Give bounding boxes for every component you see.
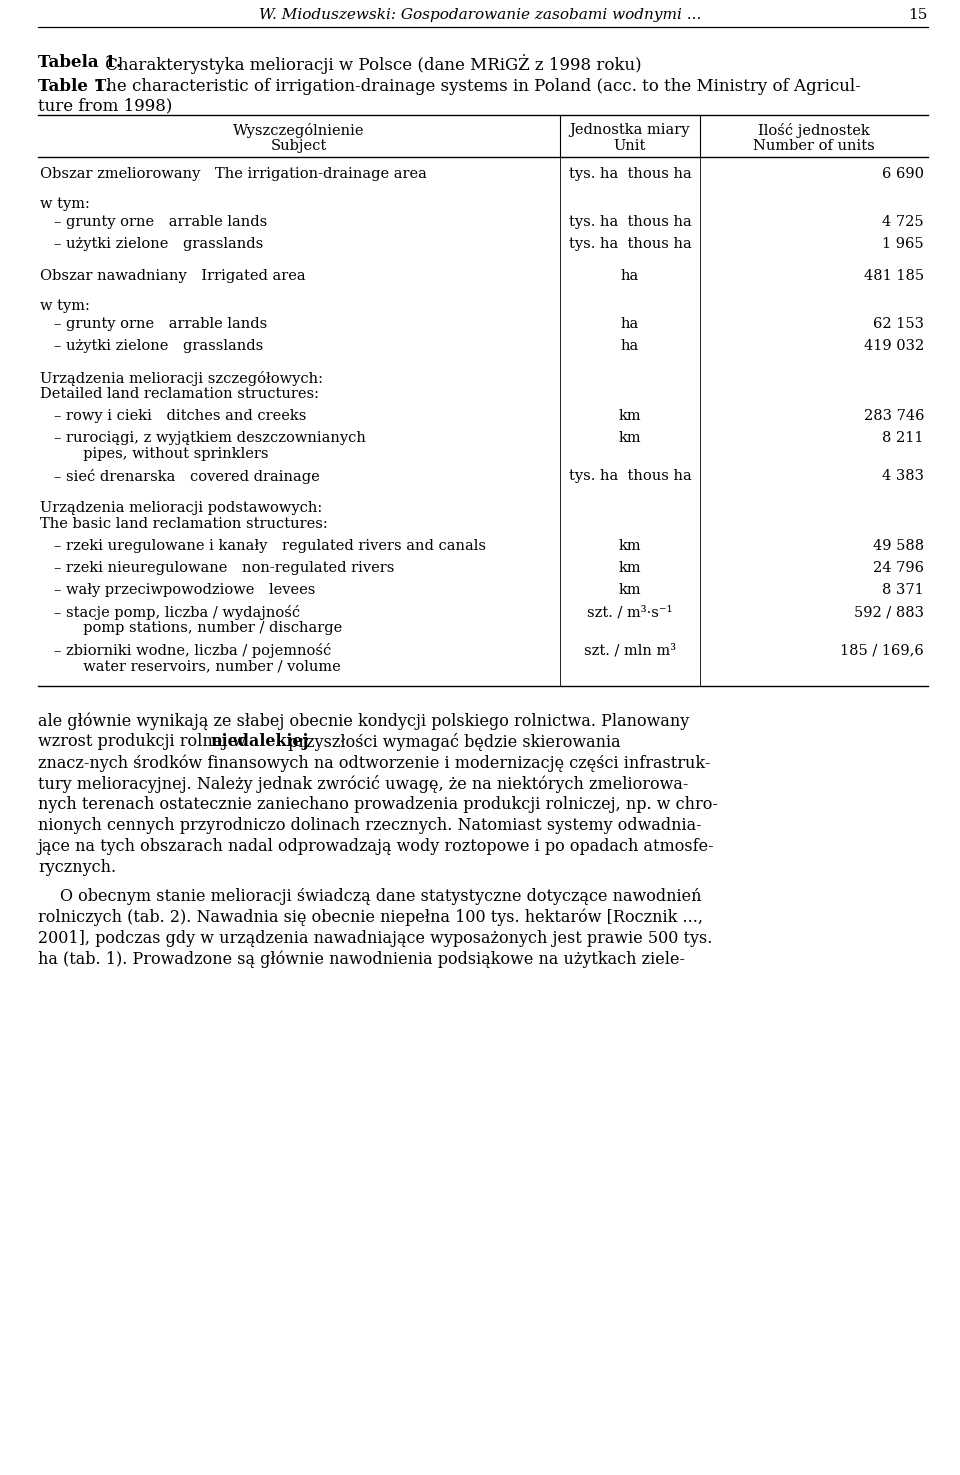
Text: Tabela 1.: Tabela 1. xyxy=(38,55,122,71)
Text: tys. ha  thous ha: tys. ha thous ha xyxy=(568,469,691,482)
Text: 6 690: 6 690 xyxy=(882,167,924,181)
Text: rycznych.: rycznych. xyxy=(38,858,116,876)
Text: 185 / 169,6: 185 / 169,6 xyxy=(840,643,924,656)
Text: ture from 1998): ture from 1998) xyxy=(38,97,173,114)
Text: rolniczych (tab. 2). Nawadnia się obecnie niepełna 100 tys. hektarów [Rocznik ..: rolniczych (tab. 2). Nawadnia się obecni… xyxy=(38,909,703,926)
Text: – użytki zielone grasslands: – użytki zielone grasslands xyxy=(54,339,263,353)
Text: The basic land reclamation structures:: The basic land reclamation structures: xyxy=(40,518,327,531)
Text: szt. / mln m³: szt. / mln m³ xyxy=(584,643,676,656)
Text: ha: ha xyxy=(621,339,639,353)
Text: wzrost produkcji rolnej w: wzrost produkcji rolnej w xyxy=(38,733,252,749)
Text: szt. / m³·s⁻¹: szt. / m³·s⁻¹ xyxy=(588,605,673,620)
Text: – użytki zielone grasslands: – użytki zielone grasslands xyxy=(54,237,263,251)
Text: tys. ha  thous ha: tys. ha thous ha xyxy=(568,237,691,251)
Text: 15: 15 xyxy=(908,7,928,22)
Text: przyszłości wymagać będzie skierowania: przyszłości wymagać będzie skierowania xyxy=(283,733,620,751)
Text: 481 185: 481 185 xyxy=(864,268,924,283)
Text: nych terenach ostatecznie zaniechano prowadzenia produkcji rolniczej, np. w chro: nych terenach ostatecznie zaniechano pro… xyxy=(38,796,718,813)
Text: ha (tab. 1). Prowadzone są głównie nawodnienia podsiąkowe na użytkach ziele-: ha (tab. 1). Prowadzone są głównie nawod… xyxy=(38,951,685,969)
Text: O obecnym stanie melioracji świadczą dane statystyczne dotyczące nawodnień: O obecnym stanie melioracji świadczą dan… xyxy=(60,888,702,906)
Text: 419 032: 419 032 xyxy=(864,339,924,353)
Text: – rowy i cieki ditches and creeks: – rowy i cieki ditches and creeks xyxy=(54,409,306,423)
Text: pomp stations, number / discharge: pomp stations, number / discharge xyxy=(74,621,343,636)
Text: Unit: Unit xyxy=(613,139,646,153)
Text: ha: ha xyxy=(621,317,639,330)
Text: – grunty orne arrable lands: – grunty orne arrable lands xyxy=(54,317,267,330)
Text: ale głównie wynikają ze słabej obecnie kondycji polskiego rolnictwa. Planowany: ale głównie wynikają ze słabej obecnie k… xyxy=(38,712,689,730)
Text: W. Mioduszewski: Gospodarowanie zasobami wodnymi ...: W. Mioduszewski: Gospodarowanie zasobami… xyxy=(259,7,701,22)
Text: km: km xyxy=(618,409,641,423)
Text: – zbiorniki wodne, liczba / pojemność: – zbiorniki wodne, liczba / pojemność xyxy=(54,643,331,658)
Text: tys. ha  thous ha: tys. ha thous ha xyxy=(568,167,691,181)
Text: Subject: Subject xyxy=(271,139,327,153)
Text: – rzeki nieuregulowane non-regulated rivers: – rzeki nieuregulowane non-regulated riv… xyxy=(54,560,395,575)
Text: pipes, without sprinklers: pipes, without sprinklers xyxy=(74,447,269,462)
Text: Urządzenia melioracji podstawowych:: Urządzenia melioracji podstawowych: xyxy=(40,502,323,515)
Text: Charakterystyka melioracji w Polsce (dane MRiGŻ z 1998 roku): Charakterystyka melioracji w Polsce (dan… xyxy=(100,55,641,74)
Text: 24 796: 24 796 xyxy=(873,560,924,575)
Text: niedalekiej: niedalekiej xyxy=(210,733,308,749)
Text: tys. ha  thous ha: tys. ha thous ha xyxy=(568,215,691,229)
Text: tury melioracyjnej. Należy jednak zwrócić uwagę, że na niektórych zmeliorowa-: tury melioracyjnej. Należy jednak zwróci… xyxy=(38,774,688,794)
Text: ha: ha xyxy=(621,268,639,283)
Text: – sieć drenarska covered drainage: – sieć drenarska covered drainage xyxy=(54,469,320,484)
Text: – stacje pomp, liczba / wydajność: – stacje pomp, liczba / wydajność xyxy=(54,605,300,620)
Text: w tym:: w tym: xyxy=(40,299,90,313)
Text: Wyszczególnienie: Wyszczególnienie xyxy=(233,122,365,139)
Text: 8 371: 8 371 xyxy=(882,583,924,597)
Text: 8 211: 8 211 xyxy=(882,431,924,445)
Text: The characteristic of irrigation-drainage systems in Poland (acc. to the Ministr: The characteristic of irrigation-drainag… xyxy=(90,78,861,94)
Text: Number of units: Number of units xyxy=(754,139,875,153)
Text: Ilość jednostek: Ilość jednostek xyxy=(758,122,870,139)
Text: 1 965: 1 965 xyxy=(882,237,924,251)
Text: 592 / 883: 592 / 883 xyxy=(854,605,924,620)
Text: km: km xyxy=(618,431,641,445)
Text: 4 725: 4 725 xyxy=(882,215,924,229)
Text: 2001], podczas gdy w urządzenia nawadniające wyposażonych jest prawie 500 tys.: 2001], podczas gdy w urządzenia nawadnia… xyxy=(38,931,712,947)
Text: Detailed land reclamation structures:: Detailed land reclamation structures: xyxy=(40,386,319,401)
Text: 62 153: 62 153 xyxy=(873,317,924,330)
Text: 49 588: 49 588 xyxy=(873,538,924,553)
Text: – rzeki uregulowane i kanały regulated rivers and canals: – rzeki uregulowane i kanały regulated r… xyxy=(54,538,486,553)
Text: jące na tych obszarach nadal odprowadzają wody roztopowe i po opadach atmosfe-: jące na tych obszarach nadal odprowadzaj… xyxy=(38,838,714,856)
Text: – wały przeciwpowodziowe levees: – wały przeciwpowodziowe levees xyxy=(54,583,316,597)
Text: water reservoirs, number / volume: water reservoirs, number / volume xyxy=(74,659,341,673)
Text: Obszar zmeliorowany The irrigation-drainage area: Obszar zmeliorowany The irrigation-drain… xyxy=(40,167,427,181)
Text: km: km xyxy=(618,538,641,553)
Text: Table 1.: Table 1. xyxy=(38,78,111,94)
Text: Obszar nawadniany Irrigated area: Obszar nawadniany Irrigated area xyxy=(40,268,305,283)
Text: Urządzenia melioracji szczegółowych:: Urządzenia melioracji szczegółowych: xyxy=(40,372,323,386)
Text: – grunty orne arrable lands: – grunty orne arrable lands xyxy=(54,215,267,229)
Text: km: km xyxy=(618,583,641,597)
Text: w tym:: w tym: xyxy=(40,198,90,211)
Text: Jednostka miary: Jednostka miary xyxy=(569,122,690,137)
Text: 283 746: 283 746 xyxy=(863,409,924,423)
Text: km: km xyxy=(618,560,641,575)
Text: – rurociągi, z wyjątkiem deszczownianych: – rurociągi, z wyjątkiem deszczownianych xyxy=(54,431,366,445)
Text: znacz­nych środków finansowych na odtworzenie i modernizację części infrastruk-: znacz­nych środków finansowych na odtwor… xyxy=(38,754,710,771)
Text: 4 383: 4 383 xyxy=(882,469,924,482)
Text: nionych cennych przyrodniczo dolinach rzecznych. Natomiast systemy odwadnia-: nionych cennych przyrodniczo dolinach rz… xyxy=(38,817,702,833)
